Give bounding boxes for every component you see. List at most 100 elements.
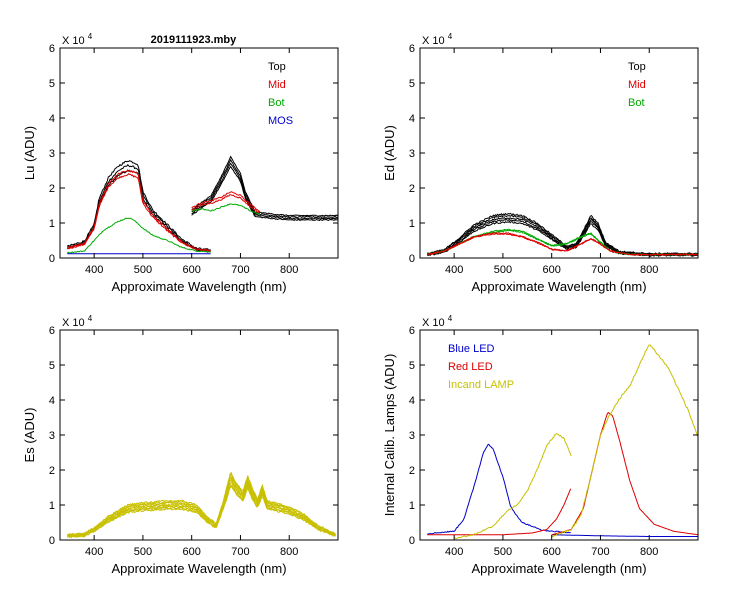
series-line-top [192,160,338,218]
x-tick-label: 700 [231,264,249,276]
y-tick-label: 3 [49,430,55,442]
legend-entry: Incand LAMP [448,379,514,391]
x-tick-label: 800 [640,546,658,558]
y-tick-label: 3 [49,148,55,160]
series-group [427,345,698,539]
x-tick-label: 700 [591,546,609,558]
x-tick-label: 500 [494,264,512,276]
series-line-red-led [427,489,570,535]
series-line-incand-lamp [552,345,698,537]
y-tick-label: 5 [49,78,55,90]
x-tick-label: 600 [543,546,561,558]
y-tick-label: 3 [409,148,415,160]
chart-title: 2019111923.mby [151,34,238,46]
x-tick-label: 500 [134,546,152,558]
y-axis-label: Internal Calib. Lamps (ADU) [382,354,397,517]
x-tick-label: 700 [231,546,249,558]
figure-canvas: 400 500 600 700 8000123456X 10 4 2019111923.m… [0,0,750,600]
chart-lu: 400 500 600 700 800 0 1 2 3 4 5 6 X 10 4 2019111923.m… [22,32,338,294]
series-line-blue-led [552,535,698,537]
x-tick-label: 800 [280,264,298,276]
y-tick-label: 6 [409,325,415,337]
legend-entry: Top [628,61,646,73]
y-tick-label: 5 [49,360,55,372]
y-axis-label: Lu (ADU) [22,126,37,180]
legend-entry: Red LED [448,361,493,373]
x-axis-label: Approximate Wavelength (nm) [471,279,646,294]
series-line-incand-lamp [454,434,571,539]
legend-entry: Bot [268,97,285,109]
exponent-label: X 10 4 [62,314,93,329]
figure: 400 500 600 700 800 0 1 2 3 4 5 6 X 10 4 2019111923.m… [0,0,750,600]
series-line-es [67,474,335,535]
y-tick-label: 5 [409,78,415,90]
series-line-red-led [552,413,698,535]
chart-ed: 400 500 600 700 800 0 1 2 3 4 5 6 X 10 4 Approximate … [382,32,698,294]
series-group [427,213,697,256]
y-tick-label: 0 [409,535,415,547]
y-tick-label: 0 [49,253,55,265]
y-tick-label: 0 [409,253,415,265]
x-axis-label: Approximate Wavelength (nm) [111,561,286,576]
x-tick-label: 800 [640,264,658,276]
plot-frame [420,48,698,258]
x-tick-label: 600 [183,546,201,558]
y-tick-label: 1 [409,218,415,230]
y-tick-label: 1 [49,500,55,512]
legend-entry: Mid [268,79,286,91]
legend-entry: Blue LED [448,343,495,355]
y-tick-label: 5 [409,360,415,372]
x-tick-label: 600 [543,264,561,276]
y-tick-label: 4 [49,113,55,125]
exponent-sup: 4 [448,314,453,323]
x-axis-label: Approximate Wavelength (nm) [471,561,646,576]
series-group [67,157,338,254]
y-axis-label: Ed (ADU) [382,125,397,181]
plot-frame [60,48,338,258]
exponent-sup: 4 [88,32,93,41]
exponent-sup: 4 [88,314,93,323]
y-tick-label: 6 [409,43,415,55]
y-tick-label: 2 [409,183,415,195]
legend-entry: Mid [628,79,646,91]
exponent-sup: 4 [448,32,453,41]
y-tick-label: 4 [49,395,55,407]
x-tick-label: 700 [591,264,609,276]
x-tick-label: 500 [494,546,512,558]
x-tick-label: 600 [183,264,201,276]
y-tick-label: 4 [409,395,415,407]
x-tick-label: 400 [85,264,103,276]
y-tick-label: 1 [409,500,415,512]
x-tick-label: 400 [445,264,463,276]
series-line-es [67,473,335,535]
y-tick-label: 1 [49,218,55,230]
series-line-top [192,157,338,217]
legend-entry: Top [268,61,286,73]
x-tick-label: 500 [134,264,152,276]
series-group [67,473,335,538]
series-line-es [67,479,335,536]
series-line-mid [67,174,210,252]
x-tick-label: 400 [445,546,463,558]
y-tick-label: 3 [409,430,415,442]
series-line-es [67,477,335,536]
x-tick-label: 800 [280,546,298,558]
y-tick-label: 2 [409,465,415,477]
y-tick-label: 2 [49,465,55,477]
x-tick-label: 400 [85,546,103,558]
exponent-label: X 10 4 [422,32,453,47]
chart-lamps: 400 500 600 700 800 0 1 2 3 4 5 6 X 10 4 Approximate … [382,314,698,576]
exponent-label: X 10 4 [422,314,453,329]
legend-entry: MOS [268,115,293,127]
x-axis-label: Approximate Wavelength (nm) [111,279,286,294]
y-tick-label: 0 [49,535,55,547]
legend-entry: Bot [628,97,645,109]
y-axis-label: Es (ADU) [22,408,37,463]
y-tick-label: 4 [409,113,415,125]
series-line-es [67,480,335,537]
y-tick-label: 2 [49,183,55,195]
y-tick-label: 6 [49,325,55,337]
y-tick-label: 6 [49,43,55,55]
exponent-label: X 10 4 [62,32,93,47]
chart-es: 400 500 600 700 800 0 1 2 3 4 5 6 X 10 4 Approximate … [22,314,338,576]
